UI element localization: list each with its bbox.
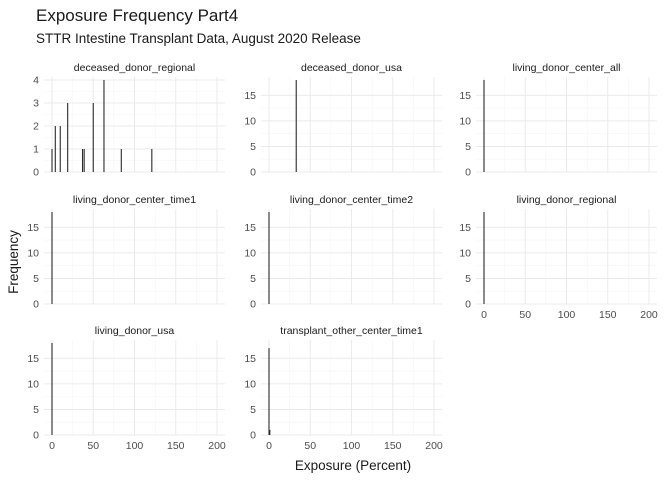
x-tick-label: 0 [481, 309, 487, 321]
x-axis-label: Exposure (Percent) [295, 458, 411, 473]
x-tick-label: 50 [87, 440, 99, 452]
histogram-bar [92, 103, 94, 172]
y-tick-label: 10 [459, 247, 471, 259]
y-tick-label: 10 [27, 378, 39, 390]
facet-panel: deceased_donor_usa 0 5 10 15 [244, 62, 442, 179]
y-tick-label: 15 [27, 353, 39, 365]
y-tick-label: 5 [250, 141, 256, 153]
y-tick-label: 0 [250, 430, 256, 442]
histogram-bar [269, 429, 271, 435]
histogram-bar [268, 348, 270, 435]
y-tick-label: 10 [244, 115, 256, 127]
x-tick-label: 150 [599, 309, 617, 321]
y-tick-label: 0 [250, 167, 256, 179]
y-tick-label: 5 [465, 141, 471, 153]
histogram-bar [54, 126, 56, 172]
facet-strip-label: living_donor_center_time2 [290, 194, 413, 206]
facet-panel: living_donor_center_time2 0 5 10 15 [244, 194, 442, 311]
histogram-bar [81, 149, 84, 172]
y-tick-label: 10 [27, 247, 39, 259]
x-tick-label: 100 [558, 309, 576, 321]
x-tick-label: 100 [343, 440, 361, 452]
x-tick-label: 50 [304, 440, 316, 452]
histogram-bar [483, 80, 485, 172]
y-tick-label: 5 [33, 273, 39, 285]
histogram-bar [51, 343, 53, 435]
histogram-bar [83, 149, 85, 172]
facet-strip-label: living_donor_regional [517, 194, 617, 206]
y-tick-label: 15 [244, 222, 256, 234]
facet-panel: living_donor_center_all 0 5 10 15 [459, 62, 657, 179]
facet-strip-label: deceased_donor_usa [301, 62, 402, 74]
facet-panel: deceased_donor_regional 0 1 2 3 4 [33, 62, 225, 179]
x-tick-label: 50 [519, 309, 531, 321]
x-tick-label: 150 [167, 440, 185, 452]
histogram-bar [59, 126, 61, 172]
x-tick-label: 100 [126, 440, 144, 452]
y-tick-label: 5 [250, 273, 256, 285]
y-tick-label: 10 [244, 247, 256, 259]
facet-strip-label: living_donor_usa [95, 325, 175, 337]
chart-title: Exposure Frequency Part4 [36, 6, 238, 25]
x-tick-label: 200 [208, 440, 226, 452]
facet-strip-label: transplant_other_center_time1 [280, 325, 423, 337]
x-tick-label: 200 [425, 440, 443, 452]
y-tick-label: 10 [244, 378, 256, 390]
facet-strip-label: living_donor_center_all [513, 62, 621, 74]
y-tick-label: 4 [33, 75, 39, 87]
y-tick-label: 10 [459, 115, 471, 127]
histogram-bar [295, 80, 297, 172]
histogram-bar [67, 103, 69, 172]
y-tick-label: 15 [27, 222, 39, 234]
histogram-bar [268, 212, 270, 304]
y-axis-label: Frequency [6, 230, 21, 294]
facet-strip-label: living_donor_center_time1 [73, 194, 196, 206]
chart-subtitle: STTR Intestine Transplant Data, August 2… [36, 31, 361, 46]
y-tick-label: 0 [250, 299, 256, 311]
y-tick-label: 5 [465, 273, 471, 285]
y-tick-label: 0 [33, 430, 39, 442]
facet-strip-label: deceased_donor_regional [74, 62, 195, 74]
x-tick-label: 150 [384, 440, 402, 452]
histogram-bar [120, 149, 122, 172]
y-tick-label: 15 [244, 353, 256, 365]
y-tick-label: 3 [33, 98, 39, 110]
y-tick-label: 1 [33, 144, 39, 156]
histogram-bar [483, 212, 485, 304]
histogram-bar [51, 212, 53, 304]
x-tick-label: 0 [49, 440, 55, 452]
y-tick-label: 5 [250, 404, 256, 416]
histogram-bar [103, 80, 105, 172]
y-tick-label: 5 [33, 404, 39, 416]
y-tick-label: 2 [33, 121, 39, 133]
y-tick-label: 0 [465, 167, 471, 179]
facet-panels: deceased_donor_regional01234deceased_don… [27, 62, 658, 452]
facet-panel: living_donor_center_time1 0 5 10 15 [27, 194, 225, 311]
y-tick-label: 15 [459, 90, 471, 102]
histogram-bar [151, 149, 153, 172]
histogram-bar [51, 149, 53, 172]
y-tick-label: 15 [459, 222, 471, 234]
y-tick-label: 15 [244, 90, 256, 102]
y-tick-label: 0 [33, 167, 39, 179]
x-tick-label: 0 [266, 440, 272, 452]
y-tick-label: 0 [33, 299, 39, 311]
y-tick-label: 0 [465, 299, 471, 311]
x-tick-label: 200 [640, 309, 658, 321]
